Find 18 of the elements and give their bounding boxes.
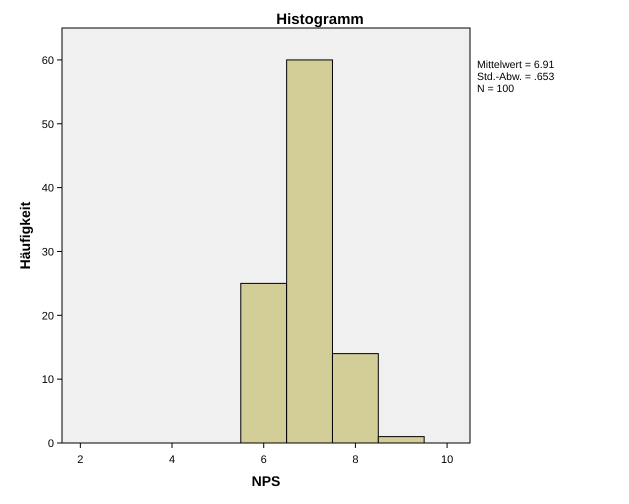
y-tick-label: 10 (42, 374, 54, 386)
y-tick-label: 30 (42, 246, 54, 258)
y-tick-label: 40 (42, 182, 54, 195)
x-tick-label: 4 (168, 454, 176, 466)
x-tick-label: 8 (352, 454, 358, 466)
y-tick-label: 60 (42, 54, 54, 67)
y-tick-label: 20 (42, 310, 54, 322)
text: Std.-Abw. = .653 (477, 71, 554, 83)
x-axis-title: NPS (252, 473, 280, 489)
x-tick-label: 2 (77, 454, 84, 466)
text: Mittelwert = 6.91 (477, 59, 554, 71)
x-tick-label: 6 (260, 454, 267, 466)
x-tick-label: 10 (440, 454, 454, 466)
y-tick-label: 50 (42, 118, 54, 131)
chart-title: Histogramm (276, 11, 364, 28)
y-axis-title: Häufigkeit (17, 201, 33, 270)
y-tick-label: 0 (48, 438, 54, 450)
text: N = 100 (477, 83, 514, 95)
